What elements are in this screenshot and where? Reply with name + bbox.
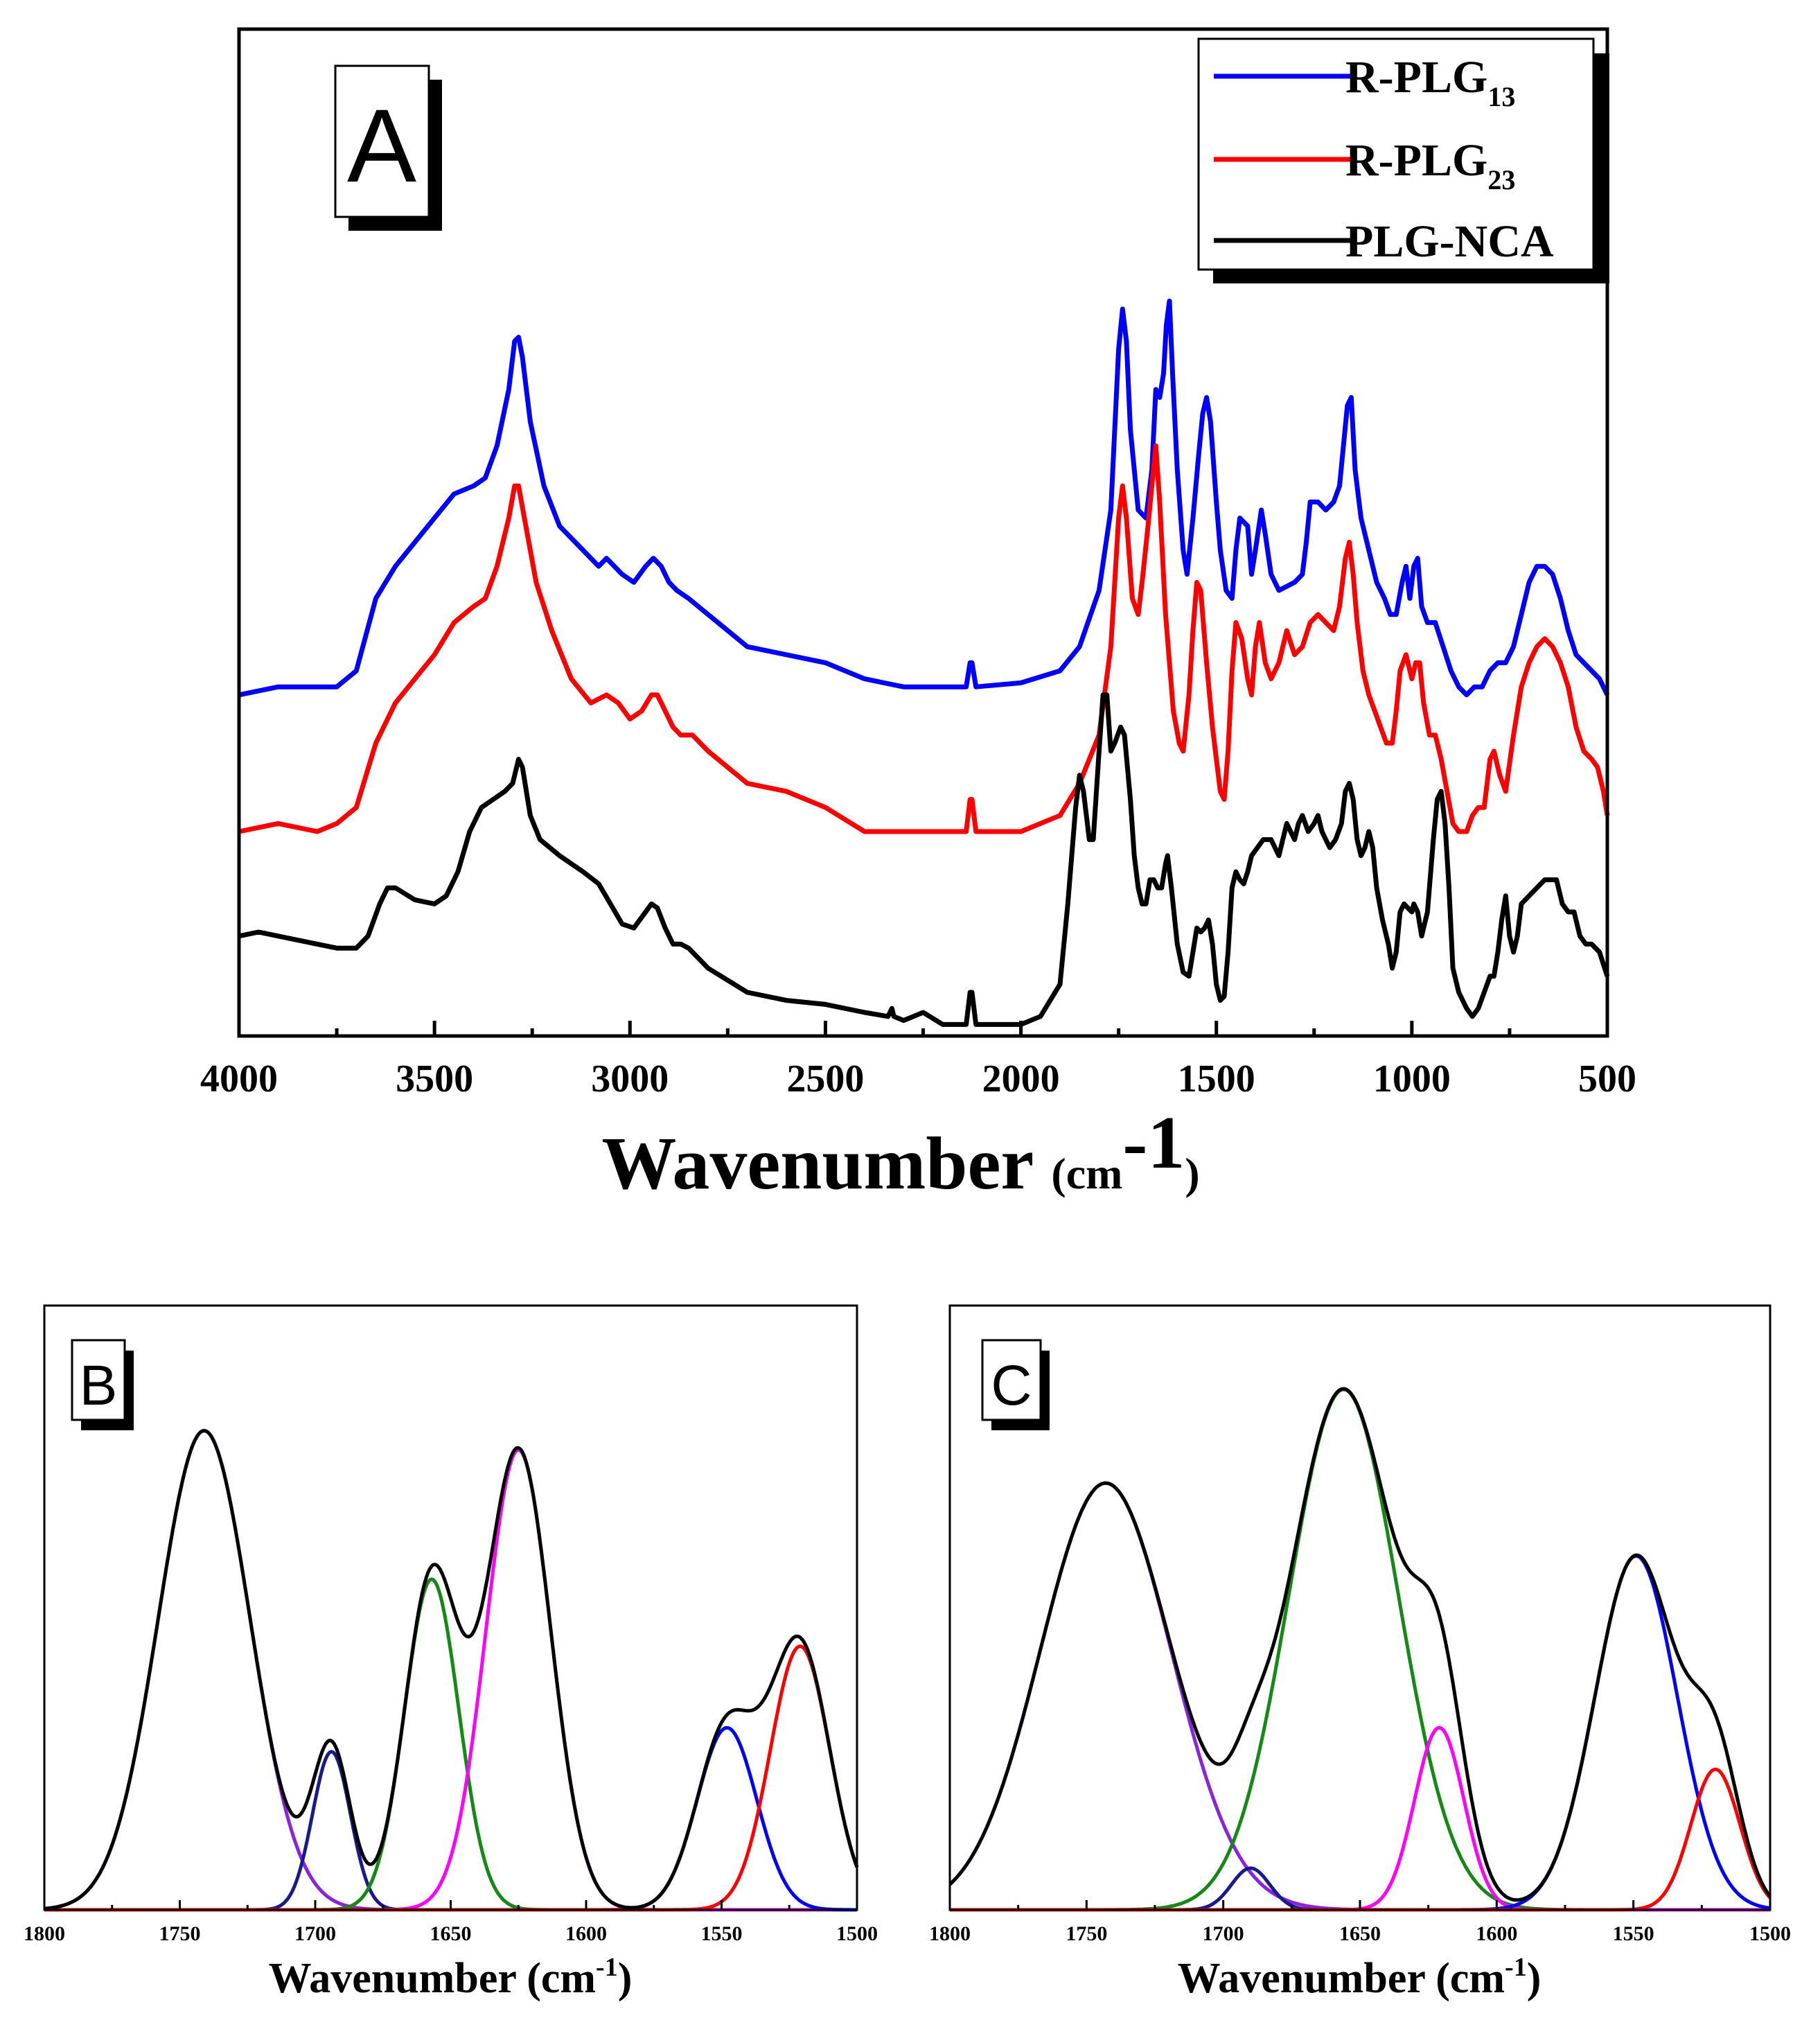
legend-label-r-plg13: R-PLG13 [1345, 52, 1515, 112]
x-tick-label: 1500 [1749, 1922, 1791, 1945]
panel-a-curves [238, 298, 1610, 1027]
x-tick-label: 500 [1578, 1057, 1636, 1100]
panel-c-x-axis-title: Wavenumber (cm-1) [1178, 1953, 1541, 2002]
series-line-r-plg13 [238, 298, 1610, 698]
x-tick-label: 1550 [701, 1922, 743, 1945]
series-line-fit-sum [948, 1387, 1772, 1902]
x-tick-label: 1650 [430, 1922, 472, 1945]
panel-a-letter: A [347, 87, 416, 204]
x-tick-label: 1700 [1203, 1922, 1244, 1945]
x-tick-label: 4000 [200, 1057, 278, 1100]
series-line-plg-nca [238, 692, 1610, 1027]
panel-b: 1800 1750 1700 1650 1600 1550 1500 B Wavenumbe… [24, 1304, 878, 2002]
x-tick-label: 2000 [982, 1057, 1060, 1100]
x-tick-label: 1800 [929, 1922, 971, 1945]
x-tick-label: 1700 [294, 1922, 336, 1945]
panel-a-label-box: A [334, 64, 442, 231]
x-tick-label: 3500 [396, 1057, 473, 1100]
x-tick-label: 1800 [24, 1922, 65, 1945]
x-tick-label: 2500 [786, 1057, 864, 1100]
series-line-fit-sum [44, 1429, 859, 1911]
x-tick-label: 1000 [1373, 1057, 1451, 1100]
legend: R-PLG13 R-PLG23 PLG-NCA [1197, 37, 1609, 283]
x-tick-label: 1500 [1178, 1057, 1255, 1100]
panel-a-ticks: 4000 3500 3000 2500 2000 1500 1000 500 [200, 1021, 1636, 1100]
panel-b-x-axis-title: Wavenumber (cm-1) [269, 1953, 633, 2002]
x-tick-label: 1650 [1339, 1922, 1381, 1945]
panel-c-ticks: 1800 1750 1700 1650 1600 1550 1500 [929, 1900, 1791, 1945]
panel-c-letter: C [991, 1354, 1032, 1417]
panel-b-ticks: 1800 1750 1700 1650 1600 1550 1500 [24, 1900, 878, 1945]
panel-b-label-box: B [71, 1339, 134, 1430]
legend-label-plg-nca: PLG-NCA [1345, 216, 1554, 267]
panel-b-letter: B [80, 1354, 118, 1417]
x-tick-label: 1750 [1066, 1922, 1107, 1945]
legend-label-r-plg23: R-PLG23 [1345, 135, 1515, 195]
series-line-r-plg23 [238, 443, 1610, 834]
x-tick-label: 1600 [565, 1922, 607, 1945]
x-tick-label: 1500 [836, 1922, 878, 1945]
panel-a-x-axis-title: Wavenumber (cm-1) [601, 1102, 1199, 1205]
x-tick-label: 3000 [591, 1057, 669, 1100]
x-tick-label: 1600 [1476, 1922, 1517, 1945]
panel-c: 1800 1750 1700 1650 1600 1550 1500 C Wavenumbe… [929, 1304, 1791, 2002]
panel-c-label-box: C [981, 1339, 1050, 1430]
x-tick-label: 1750 [159, 1922, 201, 1945]
panel-a: 4000 3500 3000 2500 2000 1500 1000 500 A R-PLG1… [200, 27, 1636, 1205]
x-tick-label: 1550 [1613, 1922, 1654, 1945]
